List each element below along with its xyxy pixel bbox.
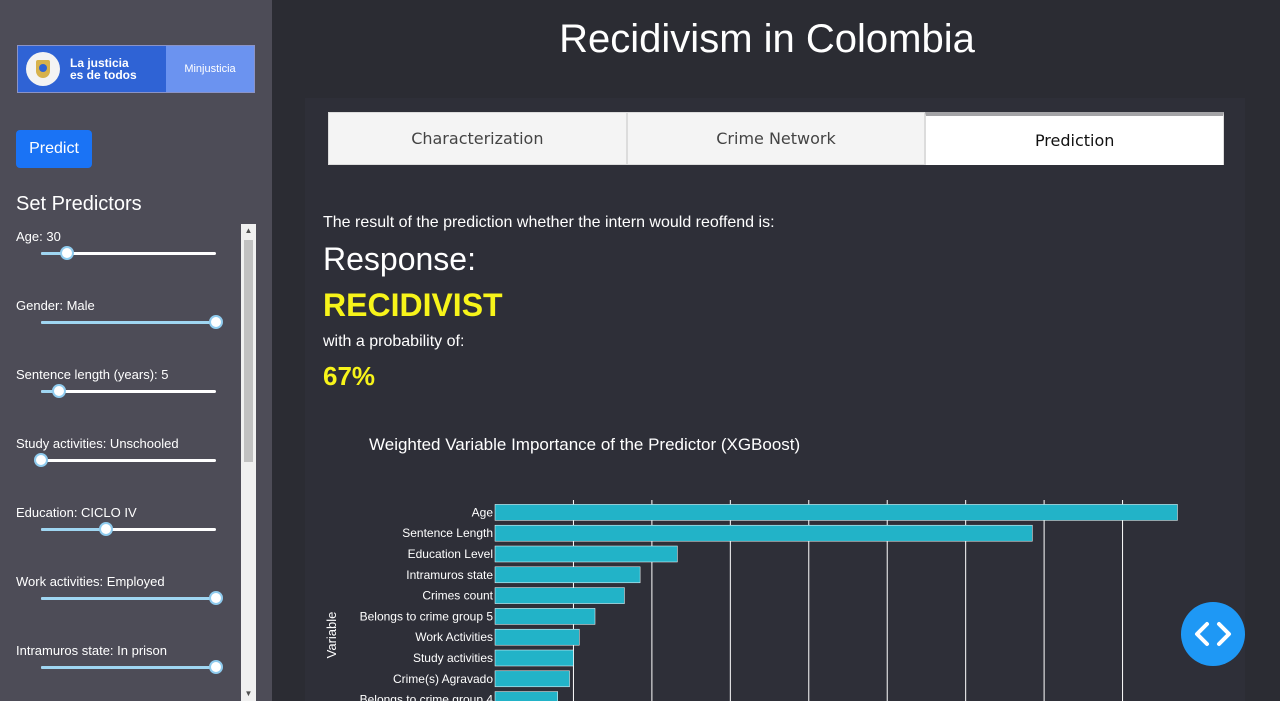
tab-bar: Characterization Crime Network Predictio… [328,112,1225,165]
chart-bar[interactable] [494,670,570,688]
chart-y-tick-label: Sentence Length [402,526,493,540]
response-value: RECIDIVIST [323,287,503,323]
gender-slider[interactable] [41,315,223,329]
study-activities-slider[interactable] [34,453,216,467]
tab-prediction[interactable]: Prediction [925,112,1225,165]
predictor-work-activities: Work activities: Employed [16,574,226,634]
slider-fill [41,666,216,669]
predictor-list: Age: 30 Gender: Male Sentence length (ye… [0,224,256,701]
slider-handle[interactable] [51,384,66,398]
chart-y-tick-label: Crime(s) Agravado [393,672,493,686]
chart-y-tick-label: Education Level [408,547,493,561]
chart-bar[interactable] [494,649,574,667]
predictor-label: Intramuros state: In prison [16,643,168,658]
variable-importance-chart: Weighted Variable Importance of the Pred… [324,435,1178,701]
predictor-age: Age: 30 [16,229,226,289]
chart-bar[interactable] [494,545,678,563]
logo-slogan: La justicia es de todos [70,57,150,81]
page-title: Recidivism in Colombia [559,17,975,61]
code-brackets-icon [1195,622,1231,646]
coat-of-arms-icon [26,52,60,86]
predictor-intramuros-state: Intramuros state: In prison [16,643,226,701]
education-slider[interactable] [41,522,216,536]
slider-handle[interactable] [209,591,223,605]
sentence-length-slider[interactable] [41,384,216,398]
slider-fill [41,252,68,255]
logo-brand: Minjusticia [166,46,254,92]
chart-bars [494,504,1178,701]
predict-button[interactable]: Predict [16,130,92,168]
result-intro: The result of the prediction whether the… [323,214,775,231]
chart-y-tick-labels: Age Sentence Length Education Level Intramu… [360,505,494,701]
chart-bar[interactable] [494,628,580,646]
predictor-label: Age: 30 [16,229,61,244]
intramuros-state-slider[interactable] [41,660,223,674]
chart-bar[interactable] [494,691,559,701]
chart-bar[interactable] [494,524,1033,542]
tab-characterization[interactable]: Characterization [328,112,627,165]
chart-y-axis-title: Variable [324,612,339,659]
chart-y-tick-label: Belongs to crime group 5 [360,609,494,623]
predictor-scrollbar[interactable]: ▲ ▼ [241,224,256,701]
chart-bar[interactable] [494,608,596,625]
chart-bar[interactable] [494,587,625,604]
scrollbar-thumb[interactable] [244,240,253,462]
slider-fill [41,321,216,324]
chart-y-tick-label: Work Activities [415,630,493,644]
predictor-label: Work activities: Employed [16,574,165,589]
predictor-education: Education: CICLO IV [16,505,226,565]
code-toggle-button[interactable] [1181,602,1245,666]
slider-handle[interactable] [34,453,48,467]
chart-bar[interactable] [494,566,641,584]
scroll-down-arrow-icon[interactable]: ▼ [244,689,253,698]
chart-y-tick-label: Crimes count [422,589,493,603]
slider-handle[interactable] [98,522,113,536]
slider-fill [41,528,106,531]
chart-y-tick-label: Study activities [413,651,493,665]
slider-handle[interactable] [209,660,223,674]
response-label: Response: [323,241,476,277]
predictor-gender: Gender: Male [16,298,226,358]
probability-value: 67% [323,361,376,391]
predictor-sentence-length: Sentence length (years): 5 [16,367,226,427]
predictor-label: Gender: Male [16,298,95,313]
slider-fill [41,390,59,393]
slider-handle[interactable] [60,246,75,260]
logo-slogan-line1: La justicia [70,56,129,70]
sidebar: La justicia es de todos Minjusticia Pred… [0,0,272,701]
predictor-label: Study activities: Unschooled [16,436,179,451]
predictor-label: Education: CICLO IV [16,505,137,520]
probability-label: with a probability of: [323,333,465,350]
predictor-label: Sentence length (years): 5 [16,367,169,382]
chart-y-tick-label: Belongs to crime group 4 [360,693,494,701]
chart-title: Weighted Variable Importance of the Pred… [369,435,800,454]
chart-y-tick-label: Age [472,505,494,519]
slider-fill [41,597,216,600]
logo-slogan-line2: es de todos [70,68,137,82]
predictor-study-activities: Study activities: Unschooled [16,436,226,496]
slider-handle[interactable] [209,315,223,329]
age-slider[interactable] [41,246,216,260]
work-activities-slider[interactable] [41,591,223,605]
set-predictors-title: Set Predictors [16,193,142,215]
chart-bar[interactable] [494,504,1178,521]
tab-crime-network[interactable]: Crime Network [626,112,926,165]
logo-left-panel: La justicia es de todos [18,46,166,92]
scroll-up-arrow-icon[interactable]: ▲ [244,226,253,235]
ministry-logo: La justicia es de todos Minjusticia [17,45,255,93]
content-panel [305,98,1245,701]
chart-y-tick-label: Intramuros state [406,568,493,582]
